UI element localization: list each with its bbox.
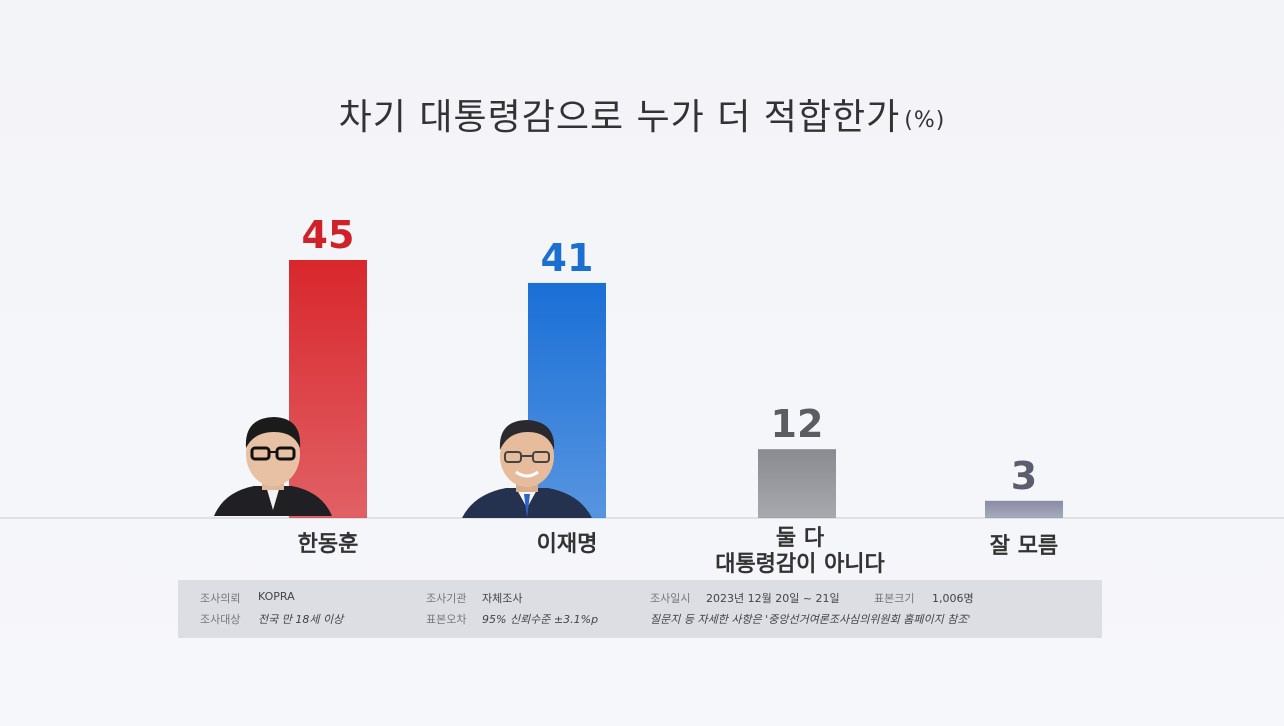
agency-value: 자체조사 (482, 592, 523, 605)
category-label-3: 둘 다 대통령감이 아니다 (690, 526, 910, 578)
error-label: 표본오차 (426, 613, 467, 626)
sample-value: 1,006명 (932, 592, 974, 605)
value-label-4: 3 (1011, 454, 1037, 498)
value-label-3: 12 (771, 402, 824, 446)
bar-4 (985, 500, 1063, 518)
chart-title-unit: (%) (904, 108, 946, 133)
sample-label: 표본크기 (874, 592, 915, 605)
bar-3 (758, 449, 836, 518)
target-value: 전국 만 18세 이상 (258, 613, 344, 626)
error-value: 95% 신뢰수준 ±3.1%p (482, 613, 599, 626)
chart-title-text: 차기 대통령감으로 누가 더 적합한가 (338, 97, 901, 138)
candidate-photo-han (214, 417, 332, 516)
survey-note: 질문지 등 자세한 사항은 '중앙선거여론조사심의위원회 홈페이지 참조' (650, 613, 971, 626)
category-label-2-line-1: 이재명 (536, 532, 598, 557)
client-value: KOPRA (258, 590, 295, 603)
value-label-1: 45 (302, 213, 355, 257)
target-label: 조사대상 (200, 613, 241, 626)
category-label-2: 이재명 (457, 532, 677, 558)
category-label-4: 잘 모름 (914, 534, 1134, 560)
category-label-1-line-1: 한동훈 (297, 532, 359, 557)
category-label-1: 한동훈 (218, 532, 438, 558)
candidate-photo-lee (462, 420, 592, 518)
date-label: 조사일시 (650, 592, 691, 605)
bar-1 (289, 260, 367, 518)
value-label-2: 41 (541, 236, 594, 280)
category-label-4-line-1: 잘 모름 (989, 534, 1059, 559)
agency-label: 조사기관 (426, 592, 467, 605)
category-label-3-line-1: 둘 다 (775, 526, 825, 551)
client-label: 조사의뢰 (200, 592, 241, 605)
survey-info-box: 조사의뢰 KOPRA 조사대상 전국 만 18세 이상 조사기관 자체조사 표본… (178, 580, 1102, 638)
category-label-3-line-2: 대통령감이 아니다 (715, 552, 885, 577)
chart-title: 차기 대통령감으로 누가 더 적합한가 (%) (0, 88, 1284, 140)
date-value: 2023년 12월 20일 ~ 21일 (706, 592, 840, 605)
